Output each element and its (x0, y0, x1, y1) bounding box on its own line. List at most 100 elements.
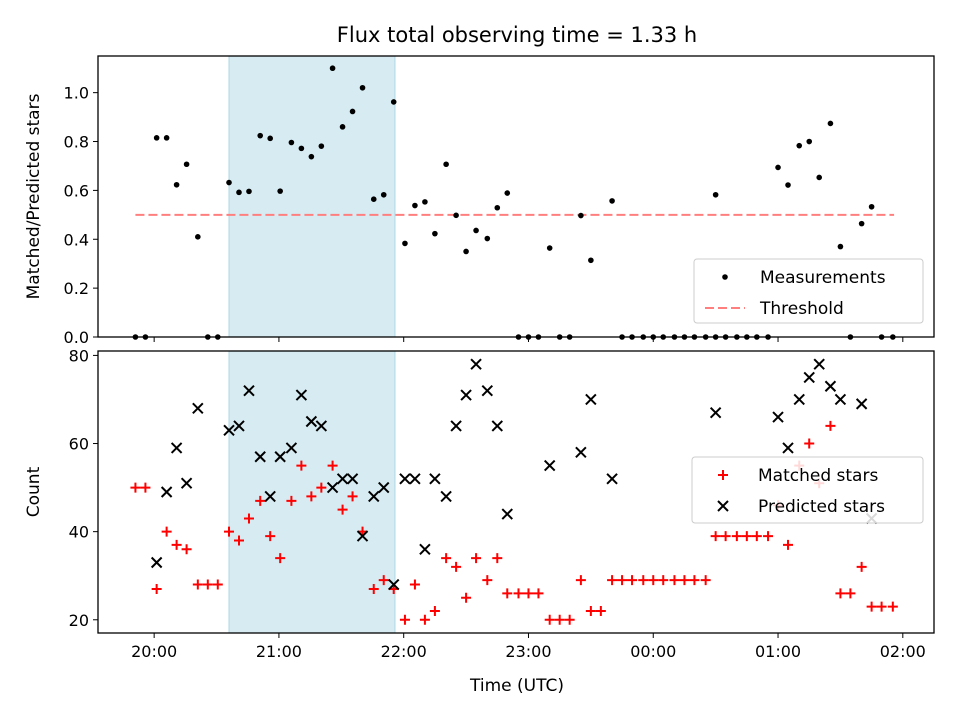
measurement-point (463, 248, 469, 255)
predicted-point (419, 543, 431, 555)
matched-point (181, 544, 192, 555)
measurement-point (257, 132, 264, 139)
matched-point (825, 420, 836, 431)
measurement-point (183, 161, 190, 168)
predicted-point (305, 415, 318, 428)
y-tick-label: 0.4 (64, 230, 89, 249)
matched-point (461, 592, 472, 603)
matched-point (296, 460, 307, 471)
matched-point (523, 588, 534, 599)
matched-point (887, 601, 898, 612)
measurement-point (609, 198, 615, 204)
measurement-point (494, 204, 501, 211)
predicted-point (803, 371, 815, 384)
matched-point (233, 535, 244, 546)
ratio-panel: 0.0 0.2 0.4 0.6 0.8 1.0 Matched/Predicted star… (24, 55, 935, 347)
measurement-point (546, 245, 553, 251)
measurement-point (236, 189, 242, 196)
matched-point (533, 588, 544, 599)
predicted-point (450, 420, 462, 432)
measurement-point (827, 120, 834, 127)
observing-span (229, 56, 395, 337)
matched-point (161, 526, 172, 537)
predicted-point (170, 442, 183, 454)
predicted-point (491, 420, 503, 432)
measurement-point (837, 243, 844, 250)
measurement-point (712, 191, 719, 198)
predicted-point (409, 473, 421, 485)
measurement-point (402, 240, 408, 247)
matched-point (451, 561, 462, 572)
matched-point (617, 575, 628, 586)
matched-point (399, 614, 410, 625)
measurement-point (173, 181, 180, 188)
predicted-point (243, 384, 255, 397)
matched-point (866, 601, 877, 612)
predicted-point (368, 490, 380, 503)
matched-point (378, 575, 389, 586)
predicted-point (336, 473, 349, 485)
measurement-point (775, 164, 781, 171)
y-tick-label: 60 (69, 435, 89, 454)
y-tick-label: 0.6 (64, 181, 89, 200)
measurement-point (588, 257, 594, 264)
measurement-point (370, 196, 377, 202)
predicted-point (793, 393, 805, 406)
predicted-point (388, 578, 400, 591)
axes-frame (97, 55, 935, 338)
predicted-point (813, 358, 825, 370)
matched-point (648, 575, 659, 586)
measurement-point (153, 135, 160, 141)
legend-label: Matched stars (758, 466, 878, 486)
matched-point (627, 575, 638, 586)
y-tick-label: 40 (69, 523, 89, 542)
predicted-point (295, 389, 308, 401)
matched-point (731, 531, 742, 542)
matched-point (140, 482, 151, 493)
matched-point (171, 539, 182, 550)
measurement-point (868, 203, 875, 210)
measurement-point (329, 65, 336, 72)
measurement-point (246, 188, 252, 195)
measurement-point (349, 108, 356, 115)
matched-point (286, 495, 297, 506)
predicted-point (824, 380, 837, 392)
measurement-point (339, 124, 346, 130)
matched-point (265, 531, 276, 542)
matched-point (689, 575, 700, 586)
x-tick-label: 01:00 (755, 642, 801, 661)
predicted-point (470, 358, 482, 370)
measurement-point (504, 190, 511, 196)
matched-point (202, 579, 213, 590)
measurement-point (796, 142, 803, 149)
matched-point (607, 575, 618, 586)
measurement-point (422, 199, 428, 205)
matched-point (513, 588, 524, 599)
matched-point (327, 460, 338, 471)
matched-point (502, 588, 513, 599)
measurement-point (163, 135, 170, 141)
x-tick-label: 00:00 (630, 642, 676, 661)
matched-point (316, 482, 327, 493)
matched-point (763, 531, 774, 542)
predicted-point (180, 477, 193, 489)
matched-point (492, 553, 503, 564)
predicted-point (326, 481, 339, 494)
matched-point (243, 513, 254, 524)
y-tick-label: 0.8 (64, 133, 89, 152)
measurement-point (816, 174, 823, 181)
matched-point (658, 575, 669, 586)
predicted-point (782, 442, 794, 454)
x-tick-label: 21:00 (256, 642, 302, 661)
matched-point (720, 531, 731, 542)
matched-point (544, 614, 555, 625)
matched-point (876, 601, 887, 612)
predicted-point (233, 420, 245, 432)
matched-point (192, 579, 203, 590)
predicted-point (834, 393, 847, 406)
matched-point (347, 491, 358, 502)
predicted-point (192, 402, 204, 414)
predicted-point (399, 473, 411, 485)
legend-label: Predicted stars (758, 497, 885, 517)
